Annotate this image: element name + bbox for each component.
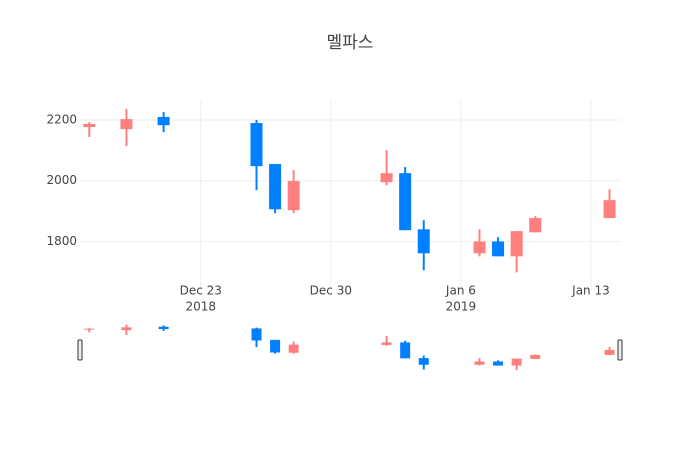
candle-body: [492, 241, 505, 257]
slider-candle-body: [158, 326, 169, 330]
slider-candle-body: [530, 354, 541, 359]
y-tick-label: 2200: [46, 113, 77, 127]
x-tick-label: Dec 30: [310, 284, 352, 298]
candle-body: [157, 116, 170, 126]
slider-candle-body: [121, 327, 132, 331]
candle-body: [120, 119, 133, 130]
candle-body: [417, 229, 430, 254]
x-tick-label: Jan 6: [445, 284, 476, 298]
x-tick-year: 2018: [186, 300, 217, 314]
range-handle[interactable]: [617, 339, 623, 361]
candle-body: [399, 173, 412, 231]
chart-title: 멜파스: [327, 33, 374, 53]
candle-body: [603, 200, 616, 219]
y-tick-label: 2000: [46, 173, 77, 187]
slider-candle-body: [251, 328, 262, 341]
slider-candle-body: [400, 342, 411, 359]
slider-candle-body: [381, 342, 392, 345]
candle-body: [83, 123, 96, 128]
candle-body: [250, 123, 263, 167]
slider-candle-body: [288, 344, 299, 353]
slider-candle-body: [511, 358, 522, 366]
slider-candle-body: [84, 328, 95, 330]
slider-candle-body: [418, 358, 429, 365]
y-tick-label: 1800: [46, 234, 77, 248]
candle-body: [510, 231, 523, 257]
slider-candle-body: [493, 361, 504, 366]
range-handle[interactable]: [77, 339, 83, 361]
candle-body: [473, 241, 486, 254]
candle-body: [287, 181, 300, 211]
x-tick-year: 2019: [446, 300, 477, 314]
candle-body: [269, 164, 282, 210]
x-tick-label: Jan 13: [571, 284, 610, 298]
slider-candle-body: [270, 339, 281, 353]
candle-body: [529, 218, 542, 233]
candle-body: [380, 173, 393, 183]
x-tick-label: Dec 23: [180, 284, 222, 298]
slider-candle-body: [474, 361, 485, 365]
slider-candle-body: [604, 349, 615, 355]
